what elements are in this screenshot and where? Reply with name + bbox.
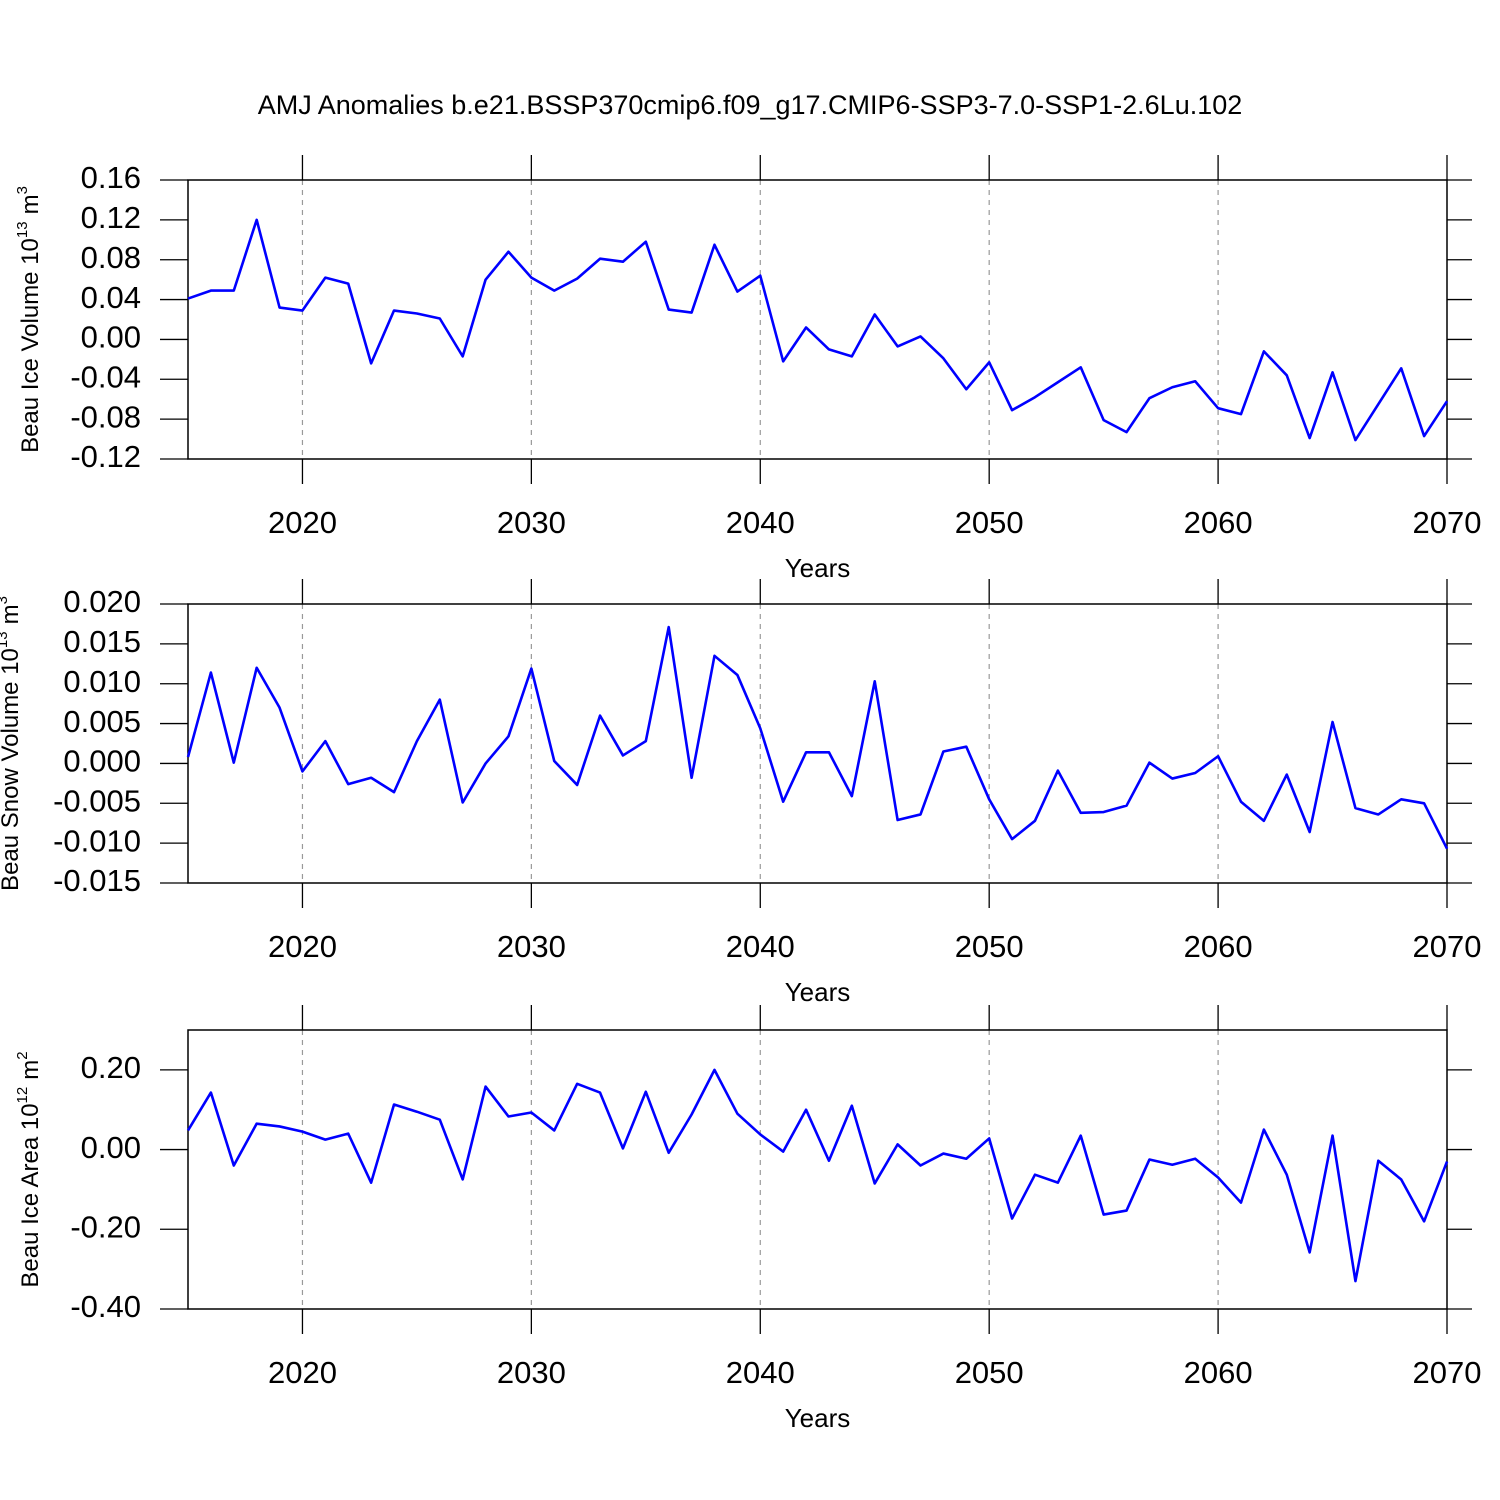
y-tick-label: 0.020 xyxy=(63,584,141,619)
x-axis-label: Years xyxy=(785,553,851,583)
data-line xyxy=(187,218,1449,442)
x-tick-label: 2020 xyxy=(268,1355,337,1390)
y-tick-label: -0.08 xyxy=(70,399,141,434)
y-tick-label: 0.00 xyxy=(81,320,141,355)
x-tick-label: 2030 xyxy=(497,505,566,540)
y-axis-label-exponent: 13 xyxy=(14,221,31,238)
y-axis-label-text: Beau Ice Area 10 xyxy=(17,1103,44,1287)
y-axis-label: Beau Ice Volume 1013 m3 xyxy=(14,186,44,453)
y-axis-label-exponent: 12 xyxy=(14,1087,31,1104)
x-axis-label: Years xyxy=(785,977,851,1007)
y-tick-label: 0.00 xyxy=(81,1130,141,1165)
y-axis-label-unit: m xyxy=(0,604,24,624)
y-tick-label: -0.04 xyxy=(70,359,141,394)
y-axis-label-text: Beau Ice Volume 10 xyxy=(17,238,44,453)
y-tick-label: 0.20 xyxy=(81,1050,141,1085)
plot-frame xyxy=(187,603,1448,884)
data-line xyxy=(186,1068,1449,1283)
y-tick-label: 0.04 xyxy=(81,280,141,315)
y-tick-label: -0.12 xyxy=(70,439,141,474)
x-tick-label: 2030 xyxy=(497,1355,566,1390)
x-tick-label: 2060 xyxy=(1184,929,1253,964)
y-tick-label: -0.010 xyxy=(53,823,141,858)
x-tick-label: 2070 xyxy=(1413,929,1482,964)
y-axis-label: Beau Ice Area 1012 m2 xyxy=(14,1051,44,1287)
y-axis-label-unit-exponent: 3 xyxy=(0,596,11,604)
y-tick-label: -0.40 xyxy=(70,1289,141,1324)
x-tick-label: 2070 xyxy=(1413,1355,1482,1390)
y-tick-label: 0.005 xyxy=(63,704,141,739)
x-tick-label: 2060 xyxy=(1184,1355,1253,1390)
x-tick-label: 2030 xyxy=(497,929,566,964)
x-tick-label: 2050 xyxy=(955,1355,1024,1390)
y-tick-label: 0.015 xyxy=(63,624,141,659)
x-tick-label: 2050 xyxy=(955,929,1024,964)
x-tick-label: 2020 xyxy=(268,505,337,540)
y-tick-label: 0.16 xyxy=(81,160,141,195)
y-axis-label-unit-exponent: 3 xyxy=(14,186,31,194)
x-tick-label: 2040 xyxy=(726,929,795,964)
y-tick-label: 0.010 xyxy=(63,664,141,699)
x-tick-label: 2020 xyxy=(268,929,337,964)
y-tick-label: -0.015 xyxy=(53,863,141,898)
x-axis-label: Years xyxy=(785,1403,851,1433)
y-axis-label-unit-exponent: 2 xyxy=(14,1051,31,1059)
x-tick-label: 2050 xyxy=(955,505,1024,540)
y-tick-label: 0.12 xyxy=(81,200,141,235)
x-tick-label: 2040 xyxy=(726,505,795,540)
x-tick-label: 2040 xyxy=(726,1355,795,1390)
y-axis-label-text: Beau Snow Volume 10 xyxy=(0,648,24,891)
x-tick-label: 2070 xyxy=(1413,505,1482,540)
y-axis-label-unit: m xyxy=(17,1060,44,1080)
y-axis-label: Beau Snow Volume 1013 m3 xyxy=(0,596,24,891)
figure-title: AMJ Anomalies b.e21.BSSP370cmip6.f09_g17… xyxy=(258,90,1243,120)
y-tick-label: -0.005 xyxy=(53,783,141,818)
y-axis-label-unit: m xyxy=(17,194,44,214)
y-tick-label: 0.000 xyxy=(63,744,141,779)
plot-frame xyxy=(187,1029,1448,1310)
x-tick-label: 2060 xyxy=(1184,505,1253,540)
plot-frame xyxy=(187,179,1448,460)
y-tick-label: 0.08 xyxy=(81,240,141,275)
data-line xyxy=(186,625,1449,850)
y-axis-label-exponent: 13 xyxy=(0,631,11,648)
y-tick-label: -0.20 xyxy=(70,1209,141,1244)
